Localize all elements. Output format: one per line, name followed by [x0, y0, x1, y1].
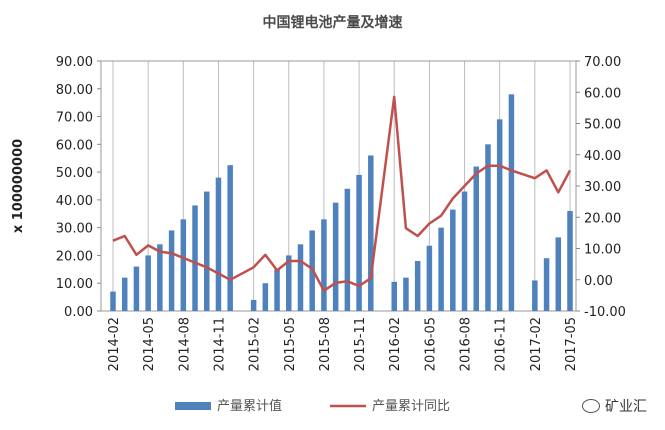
bar: [274, 269, 280, 311]
bar: [203, 191, 210, 311]
bar: [344, 188, 351, 311]
y-left-tick-label: 30.00: [56, 222, 93, 237]
x-tick-label: 2016-11: [494, 317, 509, 371]
x-tick-label: 2014-05: [142, 317, 157, 371]
y-right-tick-label: 0.00: [584, 274, 613, 289]
bar: [121, 277, 128, 311]
x-tick-label: 2014-02: [107, 317, 122, 371]
bar: [508, 94, 515, 311]
bar: [215, 177, 222, 311]
y-right-tick-label: 60.00: [584, 86, 621, 101]
y-right-tick-label: -10.00: [584, 305, 626, 320]
bar: [168, 230, 175, 311]
y-left-tick-label: 50.00: [56, 166, 93, 181]
bar: [286, 255, 292, 311]
bar: [485, 144, 491, 311]
growth-line: [112, 95, 572, 292]
bar: [227, 165, 233, 311]
wechat-icon: [582, 399, 600, 413]
bar: [157, 244, 163, 311]
x-tick-label: 2017-02: [529, 317, 544, 371]
bar: [250, 299, 257, 311]
bar: [391, 281, 397, 311]
y-left-tick-label: 70.00: [56, 111, 93, 126]
bar: [496, 119, 503, 311]
bar: [321, 219, 327, 311]
y-right-tick-label: 30.00: [584, 180, 621, 195]
x-tick-label: 2017-05: [564, 317, 579, 371]
bar: [567, 211, 573, 311]
bar: [532, 280, 538, 311]
x-tick-label: 2014-11: [212, 317, 227, 371]
y-left-tick-label: 60.00: [56, 138, 93, 153]
bar: [543, 258, 550, 311]
y-right-tick-label: 10.00: [584, 243, 621, 258]
bar: [332, 202, 339, 311]
x-tick-label: 2015-11: [353, 317, 368, 371]
bar: [145, 255, 151, 311]
x-tick-label: 2014-08: [177, 317, 192, 371]
y-left-tick-label: 40.00: [56, 194, 93, 209]
bar: [426, 245, 433, 311]
x-tick-label: 2016-08: [459, 317, 474, 371]
legend-bar-swatch: [175, 402, 211, 410]
bar: [414, 261, 421, 311]
bar: [110, 291, 116, 311]
bar: [450, 209, 456, 311]
y-left-tick-label: 80.00: [56, 83, 93, 98]
bar: [461, 191, 468, 311]
x-tick-label: 2015-02: [248, 317, 263, 371]
y-right-tick-label: 20.00: [584, 211, 621, 226]
bar: [356, 174, 362, 311]
y-left-tick-label: 20.00: [56, 249, 93, 264]
bar: [262, 283, 269, 311]
x-tick-label: 2016-02: [388, 317, 403, 371]
bar: [180, 219, 187, 311]
y-right-tick-label: 70.00: [584, 55, 621, 70]
y-left-tick-label: 10.00: [56, 277, 93, 292]
bar: [368, 155, 374, 311]
bar: [555, 237, 562, 311]
watermark-text: 矿业汇: [605, 399, 647, 415]
bar: [297, 244, 304, 311]
legend-bar-label: 产量累计值: [217, 398, 282, 414]
y-left-tick-label: 90.00: [56, 55, 93, 70]
bar: [473, 166, 480, 311]
y-left-axis-label: x 100000000: [11, 139, 26, 233]
bar: [438, 227, 444, 311]
bar: [133, 266, 140, 311]
y-left-tick-label: 0.00: [64, 305, 93, 320]
y-right-tick-label: 50.00: [584, 118, 621, 133]
bar: [403, 277, 409, 311]
watermark: 矿业汇: [582, 396, 647, 416]
chart-title: 中国锂电池产量及增速: [262, 15, 403, 31]
bar: [192, 205, 198, 311]
y-right-tick-label: 40.00: [584, 149, 621, 164]
x-tick-label: 2016-05: [423, 317, 438, 371]
legend-line-label: 产量累计同比: [372, 399, 450, 414]
x-tick-label: 2015-08: [318, 317, 333, 371]
x-tick-label: 2015-05: [283, 317, 298, 371]
